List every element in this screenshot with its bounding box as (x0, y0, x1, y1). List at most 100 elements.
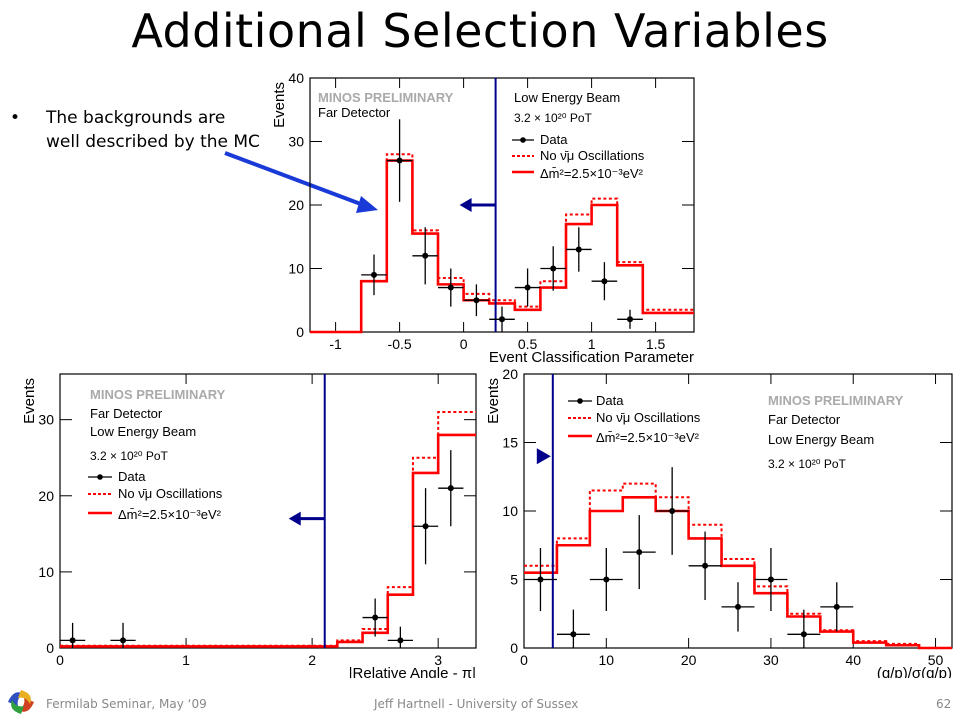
legend-beam: Low Energy Beam (90, 424, 196, 439)
y-tick-label: 20 (288, 197, 304, 213)
legend-data: Data (596, 393, 624, 408)
x-tick-label: 1.5 (646, 336, 666, 352)
data-point (702, 562, 709, 569)
x-tick-label: 0 (460, 336, 468, 352)
data-point (422, 252, 429, 259)
y-tick-label: 10 (38, 564, 54, 580)
data-point (636, 549, 643, 556)
legend-data-marker (520, 137, 526, 143)
annotation-arrow-head (356, 196, 378, 213)
y-tick-label: 40 (288, 70, 304, 86)
y-tick-label: 0 (46, 640, 54, 656)
y-tick-label: 30 (288, 134, 304, 150)
data-point (372, 614, 379, 621)
data-point (601, 278, 608, 285)
legend-beam: Low Energy Beam (514, 90, 620, 105)
series-oscillation (310, 159, 694, 334)
legend-no-osc: No ν̄μ Oscillations (596, 410, 701, 425)
data-point (537, 576, 544, 583)
series-oscillation (524, 496, 952, 650)
x-tick-label: 3 (434, 652, 442, 668)
data-point (499, 316, 505, 323)
x-tick-label: 40 (845, 652, 861, 668)
y-tick-label: 0 (296, 324, 304, 340)
series-no-oscillation (310, 153, 694, 333)
data-point (524, 284, 531, 291)
legend-pot: 3.2 × 10²⁰ PoT (90, 449, 169, 463)
footer-left: Fermilab Seminar, May ‘09 (46, 697, 207, 711)
annotation-arrow-line (224, 151, 367, 208)
bullet-marker: • (10, 108, 21, 128)
x-tick-label: 2 (308, 652, 316, 668)
legend-osc: Δm̄²=2.5×10⁻³eV² (118, 507, 222, 522)
x-tick-label: -1 (329, 336, 342, 352)
data-point (833, 603, 840, 610)
y-tick-label: 20 (502, 366, 518, 382)
series-oscillation (60, 433, 476, 648)
data-point (447, 485, 454, 492)
data-point (603, 576, 610, 583)
cut-arrow-head (288, 511, 301, 526)
y-axis-label: Events (485, 378, 502, 424)
data-point (371, 271, 377, 278)
data-point (800, 631, 807, 638)
x-tick-label: 20 (681, 652, 697, 668)
x-axis-label: |Relative Angle - π| (349, 665, 476, 678)
series-no-oscillation (524, 482, 952, 649)
data-point (397, 637, 404, 644)
data-point (69, 637, 76, 644)
x-tick-label: 50 (928, 652, 944, 668)
x-tick-label: 1 (588, 336, 596, 352)
minos-logo (8, 690, 34, 714)
legend-detector: Far Detector (768, 412, 841, 427)
y-axis-label: Events (271, 82, 288, 128)
cut-arrow-head (536, 448, 551, 465)
data-point (627, 316, 633, 323)
y-tick-label: 10 (502, 503, 518, 519)
plot-area: -1 -0.5 0 0.5 1 1.5 0 10 20 30 40 Event Classificat… (271, 70, 695, 366)
data-point (570, 631, 577, 638)
y-tick-label: 30 (38, 412, 54, 428)
data-point (120, 637, 127, 644)
footer-center: Jeff Hartnell - University of Sussex (374, 697, 579, 711)
plot-frame (59, 373, 477, 649)
legend-osc: Δm̄²=2.5×10⁻³eV² (596, 430, 700, 445)
plot-area: 0 10 20 30 40 50 0 5 10 15 20 (q/p)/σ(q/p) Events (485, 366, 953, 678)
x-axis-label: Event Classification Parameter (489, 349, 694, 366)
legend-pot: 3.2 × 10²⁰ PoT (514, 111, 593, 125)
x-tick-label: 10 (599, 652, 615, 668)
y-tick-label: 0 (510, 640, 518, 656)
data-point (447, 284, 454, 291)
legend-data: Data (540, 132, 568, 147)
x-tick-label: 0 (56, 652, 64, 668)
x-tick-label: 1 (182, 652, 190, 668)
logo-swirl-yellow (18, 690, 31, 704)
x-tick-label: -0.5 (388, 336, 412, 352)
legend-data-marker (97, 474, 103, 480)
data-point (735, 603, 741, 610)
legend-preliminary: MINOS PRELIMINARY (768, 393, 904, 408)
legend-preliminary: MINOS PRELIMINARY (318, 90, 454, 105)
slide-title: Additional Selection Variables (131, 4, 829, 58)
data-point (422, 523, 429, 530)
footer-page-number: 62 (936, 697, 952, 711)
legend-pot: 3.2 × 10²⁰ PoT (768, 457, 847, 471)
legend-preliminary: MINOS PRELIMINARY (90, 387, 226, 402)
chart-charge-significance: 0 10 20 30 40 50 0 5 10 15 20 (q/p)/σ(q/p) Events Da… (485, 366, 953, 678)
legend-beam: Low Energy Beam (768, 432, 874, 447)
legend-data-marker (577, 398, 583, 404)
data-point (473, 297, 480, 304)
cut-arrow-head (459, 198, 472, 212)
y-axis-label: Events (21, 378, 38, 424)
chart-event-classification: -1 -0.5 0 0.5 1 1.5 0 10 20 30 40 Event Classificat… (271, 70, 695, 366)
y-tick-label: 5 (510, 572, 518, 588)
x-tick-label: 30 (763, 652, 779, 668)
y-tick-label: 10 (288, 261, 304, 277)
data-point (575, 246, 582, 253)
y-tick-label: 20 (38, 488, 54, 504)
x-tick-label: 0.5 (518, 336, 538, 352)
legend-no-osc: No ν̄μ Oscillations (118, 486, 223, 501)
